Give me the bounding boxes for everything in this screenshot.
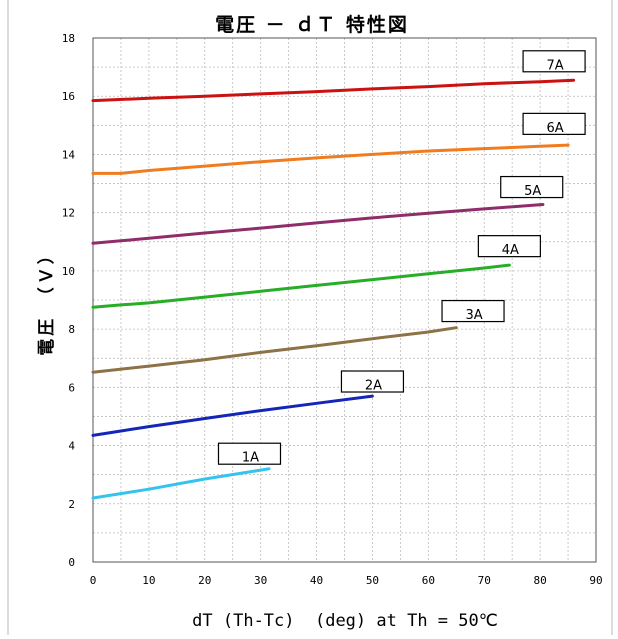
y-tick-label: 4 — [68, 440, 75, 453]
x-tick-label: 20 — [198, 574, 211, 587]
data-series — [91, 78, 576, 500]
series-label-box — [477, 235, 541, 258]
series-line-3a — [91, 326, 458, 374]
series-line-5a — [91, 203, 545, 245]
series-label-5a: 5A — [500, 175, 564, 199]
y-tick-label: 0 — [68, 556, 75, 569]
x-tick-label: 0 — [90, 574, 97, 587]
x-tick-label: 40 — [310, 574, 323, 587]
chart-title: 電圧 － ｄＴ 特性図 — [215, 13, 409, 36]
series-label-text: 1A — [242, 451, 259, 466]
series-label-4a: 4A — [477, 235, 541, 258]
series-label-3a: 3A — [441, 299, 505, 323]
x-tick-label: 70 — [478, 574, 491, 587]
y-tick-label: 8 — [68, 323, 75, 336]
x-tick-label: 30 — [254, 574, 267, 587]
series-label-1a: 1A — [217, 442, 282, 466]
series-label-text: 4A — [502, 243, 519, 258]
series-label-text: 3A — [465, 308, 482, 323]
series-label-box — [217, 442, 282, 465]
y-tick-label: 14 — [62, 148, 76, 161]
y-tick-label: 18 — [62, 32, 75, 45]
x-axis-ticks: 0 10 20 30 40 50 60 70 80 90 — [90, 574, 603, 587]
y-tick-label: 10 — [62, 265, 75, 278]
series-line-7a — [91, 78, 576, 103]
series-line-4a — [91, 263, 511, 309]
series-label-text: 2A — [365, 379, 382, 394]
series-label-6a: 6A — [522, 112, 586, 136]
y-tick-label: 2 — [68, 498, 75, 511]
x-tick-label: 90 — [589, 574, 602, 587]
series-label-box — [441, 299, 505, 323]
x-tick-label: 80 — [533, 574, 546, 587]
series-line-2a — [91, 394, 374, 437]
series-label-box — [522, 50, 586, 73]
series-label-box — [500, 175, 564, 199]
x-axis-title: dT (Th-Tc) (deg) at Th = 50℃ — [192, 611, 498, 631]
y-axis-ticks: 0 2 4 6 8 10 12 14 16 18 — [62, 32, 76, 569]
x-tick-label: 60 — [422, 574, 435, 587]
y-tick-label: 16 — [62, 90, 75, 103]
x-tick-label: 50 — [366, 574, 379, 587]
series-label-box — [522, 112, 586, 135]
series-line-6a — [91, 143, 570, 175]
y-tick-label: 6 — [68, 381, 75, 394]
series-line-1a — [91, 467, 271, 500]
series-label-text: 7A — [546, 58, 563, 73]
series-label-text: 6A — [546, 121, 563, 136]
series-label-7a: 7A — [522, 50, 586, 73]
x-tick-label: 10 — [142, 574, 155, 587]
series-label-2a: 2A — [340, 370, 405, 394]
series-label-box — [340, 370, 405, 393]
series-labels: 1A 2A 3A 4A 5A 6A 7A — [217, 50, 586, 466]
plot-area — [92, 37, 597, 563]
y-tick-label: 12 — [62, 207, 75, 220]
series-label-text: 5A — [524, 184, 541, 199]
y-axis-title: 電圧 （Ｖ） — [36, 244, 57, 356]
